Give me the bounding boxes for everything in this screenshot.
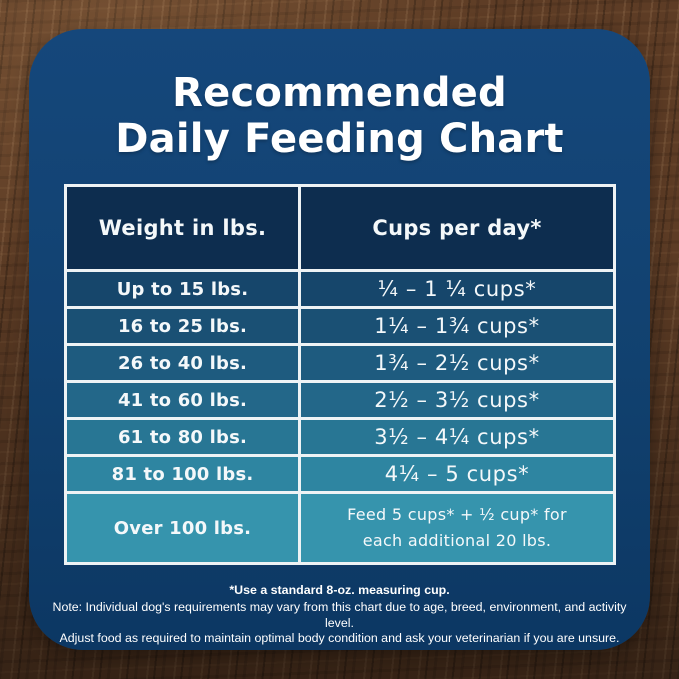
footnotes: *Use a standard 8-oz. measuring cup. Not… [49, 583, 630, 646]
table-row-weight: Up to 15 lbs. [67, 272, 298, 306]
measuring-cup-note: *Use a standard 8-oz. measuring cup. [229, 583, 450, 597]
table-row-cups: ¼ – 1 ¼ cups* [301, 272, 613, 306]
table-row-weight: 26 to 40 lbs. [67, 346, 298, 380]
feeding-table: Weight in lbs. Cups per day* Up to 15 lb… [64, 184, 616, 565]
table-row-cups: 4¼ – 5 cups* [301, 457, 613, 491]
column-header-weight: Weight in lbs. [67, 187, 298, 269]
feeding-chart-card: Recommended Daily Feeding Chart Weight i… [29, 29, 650, 650]
table-row-cups: 2½ – 3½ cups* [301, 383, 613, 417]
table-row-cups: 1¾ – 2½ cups* [301, 346, 613, 380]
disclaimer-line-2: Adjust food as required to maintain opti… [59, 630, 620, 645]
table-row-cups: Feed 5 cups* + ½ cup* for each additiona… [301, 494, 613, 562]
disclaimer-line-1: Note: Individual dog's requirements may … [52, 600, 627, 630]
cups-line-1: Feed 5 cups* + ½ cup* for [347, 505, 567, 525]
title-line-2: Daily Feeding Chart [115, 116, 564, 162]
cups-line-2: each additional 20 lbs. [362, 531, 552, 550]
table-row-cups: 1¼ – 1¾ cups* [301, 309, 613, 343]
table-row-weight: Over 100 lbs. [67, 494, 298, 562]
table-row-weight: 81 to 100 lbs. [67, 457, 298, 491]
table-row-weight: 41 to 60 lbs. [67, 383, 298, 417]
title-line-1: Recommended [172, 70, 507, 116]
table-row-weight: 61 to 80 lbs. [67, 420, 298, 454]
column-header-cups: Cups per day* [301, 187, 613, 269]
page-title: Recommended Daily Feeding Chart [29, 70, 650, 162]
table-row-cups: 3½ – 4¼ cups* [301, 420, 613, 454]
table-row-weight: 16 to 25 lbs. [67, 309, 298, 343]
